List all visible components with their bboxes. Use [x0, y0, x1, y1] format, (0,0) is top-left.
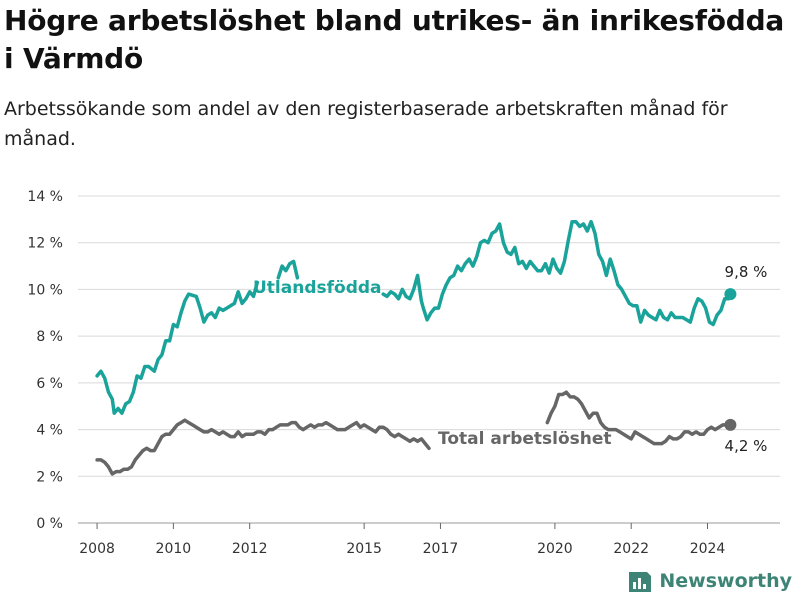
y-tick-label: 10 % — [27, 282, 63, 298]
x-tick-label: 2020 — [537, 541, 573, 557]
series-line-total — [95, 418, 431, 476]
y-tick-label: 12 % — [27, 236, 63, 252]
series-line-utlandsfodda — [276, 259, 300, 280]
series-labels: Utlandsfödda Total arbetslöshet 9,8 % 4,2 % — [253, 263, 767, 455]
x-tick-label: 2012 — [232, 541, 268, 557]
newsworthy-logo-icon — [629, 572, 652, 592]
series-label-total: Total arbetslöshet — [438, 429, 612, 449]
newsworthy-brand: Newsworthy — [627, 568, 792, 594]
y-tick-label: 14 % — [27, 189, 63, 205]
x-tick-label: 2024 — [690, 541, 726, 557]
y-tick-label: 2 % — [36, 469, 63, 485]
end-point-total — [724, 418, 737, 431]
series-line-utlandsfodda — [381, 219, 733, 327]
series-line-total — [545, 390, 733, 446]
y-tick-label: 0 % — [36, 516, 63, 532]
series-label-utlandsfodda: Utlandsfödda — [253, 278, 382, 298]
x-tick-label: 2015 — [346, 541, 382, 557]
brand-name: Newsworthy — [659, 570, 792, 592]
y-axis-ticks: 0 % 2 % 4 % 6 % 8 % 10 % 12 % 14 % — [27, 189, 63, 532]
y-tick-label: 4 % — [36, 423, 63, 439]
x-tick-label: 2008 — [79, 541, 115, 557]
grid-lines — [78, 195, 780, 524]
end-point-utlandsfodda — [724, 288, 737, 301]
chart-subtitle: Arbetssökande som andel av den registerb… — [4, 98, 728, 150]
chart-title: Högre arbetslöshet bland utrikes- än inr… — [4, 4, 785, 75]
series-lines — [95, 219, 737, 476]
end-label-total: 4,2 % — [725, 437, 768, 455]
end-label-utlandsfodda: 9,8 % — [725, 263, 768, 281]
y-tick-label: 6 % — [36, 376, 63, 392]
series-line-utlandsfodda — [95, 280, 260, 415]
x-tick-label: 2022 — [613, 541, 649, 557]
x-tick-label: 2010 — [156, 541, 192, 557]
x-axis-ticks: 2008 2010 2012 2015 2017 2020 2022 2024 — [79, 523, 725, 557]
x-tick-label: 2017 — [423, 541, 459, 557]
y-tick-label: 8 % — [36, 329, 63, 345]
